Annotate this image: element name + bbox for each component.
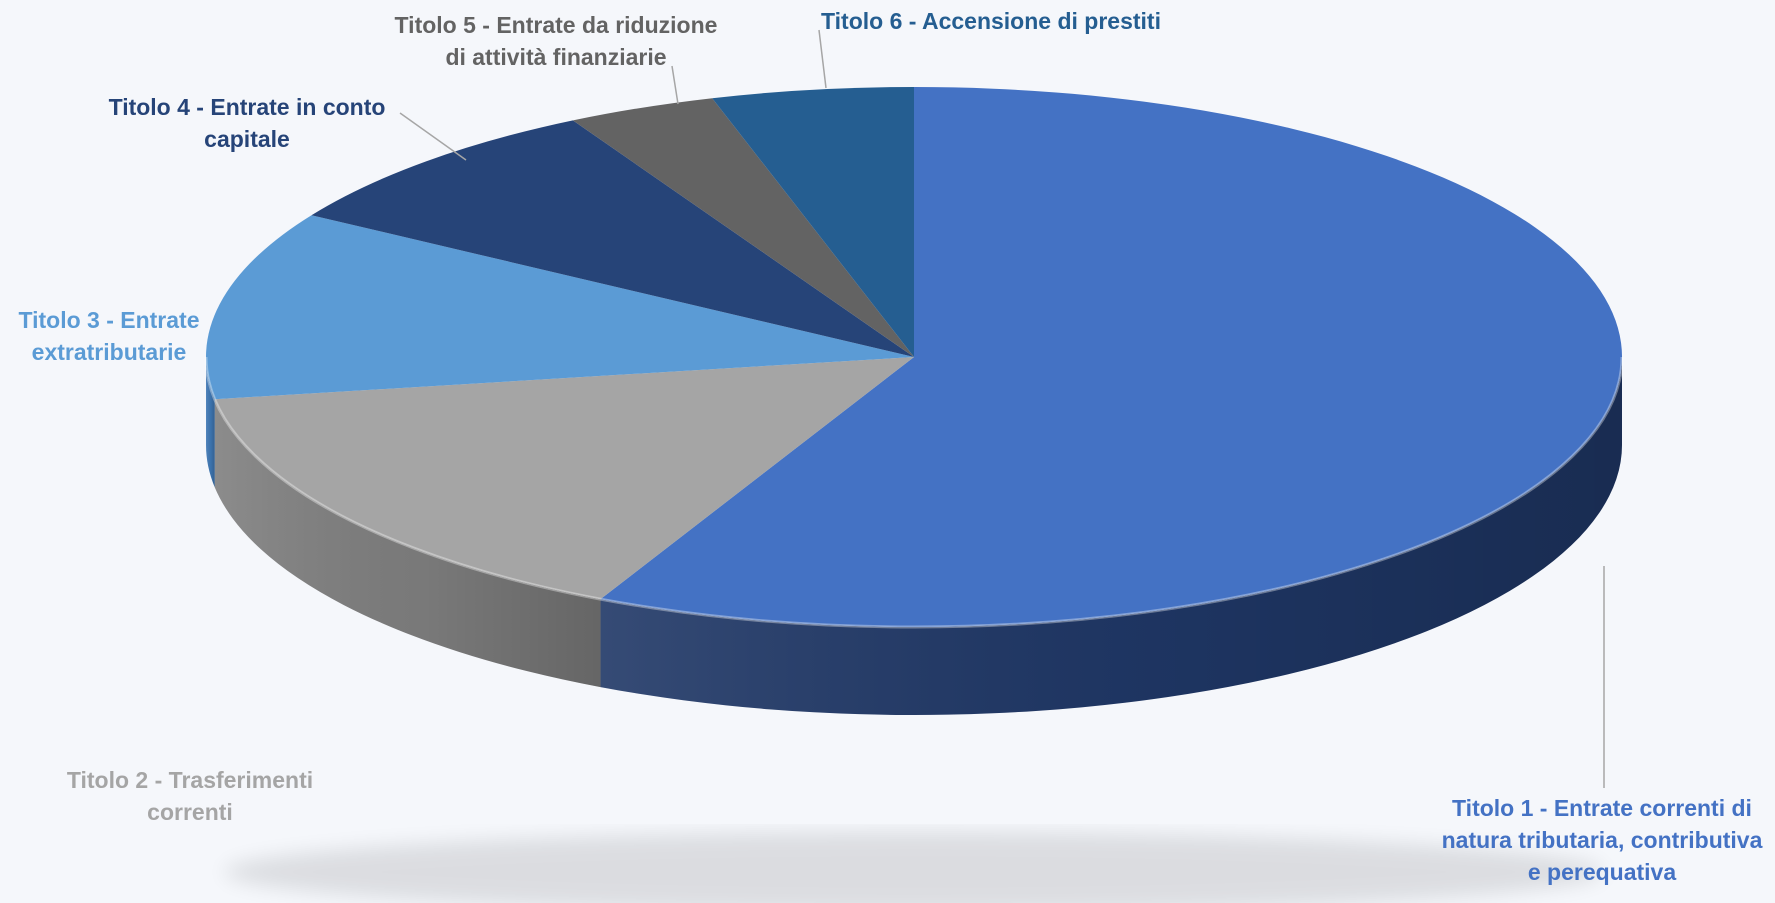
pie-slice-5 bbox=[572, 98, 914, 357]
pie-slice-3 bbox=[206, 215, 914, 400]
label-titolo-1: Titolo 1 - Entrate correnti di natura tr… bbox=[1441, 795, 1763, 885]
label-titolo-4: Titolo 4 - Entrate in conto capitale bbox=[108, 94, 386, 152]
leader-line-4 bbox=[818, 29, 827, 89]
pie-side-shade-3 bbox=[206, 357, 215, 488]
pie-side-shade-2 bbox=[214, 399, 601, 688]
pie-leaders bbox=[399, 29, 1605, 788]
pie-slice-1 bbox=[600, 87, 1623, 628]
leader-line-3 bbox=[671, 65, 679, 105]
pie-tops bbox=[204, 87, 1624, 629]
label-titolo-3: Titolo 3 - Entrate extratributarie bbox=[18, 307, 200, 365]
pie-shadow bbox=[224, 832, 1604, 903]
pie-slice-2 bbox=[214, 357, 915, 600]
pie-sides bbox=[206, 357, 1622, 715]
pie-rim-highlight bbox=[204, 356, 1624, 629]
label-titolo-6: Titolo 6 - Accensione di prestiti bbox=[821, 8, 1161, 34]
leader-line-2 bbox=[399, 112, 467, 161]
pie-side-shade-1 bbox=[600, 357, 1622, 715]
label-titolo-5: Titolo 5 - Entrate da riduzione di attiv… bbox=[394, 12, 718, 70]
pie-slice-6 bbox=[712, 87, 914, 357]
pie-slice-4 bbox=[311, 120, 914, 358]
label-titolo-2: Titolo 2 - Trasferimenti correnti bbox=[66, 767, 314, 825]
